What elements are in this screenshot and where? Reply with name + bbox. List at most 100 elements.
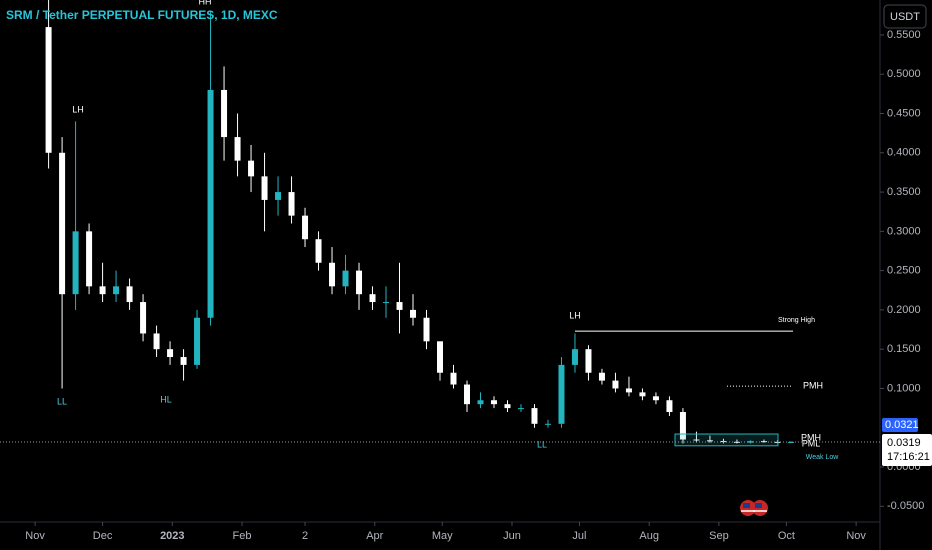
y-tick-label: -0.0500 (887, 500, 924, 512)
level-label: Strong High (778, 317, 815, 324)
candle-body (234, 137, 241, 161)
candle-body (504, 404, 511, 409)
candle-body (167, 349, 174, 358)
candle-body (126, 286, 133, 303)
candle-body (787, 441, 794, 443)
candle-body (329, 262, 336, 287)
last-price-label: 0.0319 (887, 437, 921, 449)
x-tick-label: May (432, 530, 453, 542)
x-tick-label: Nov (25, 530, 45, 542)
x-tick-label: Nov (846, 530, 866, 542)
x-tick-label: Oct (778, 530, 795, 542)
annotation: LH (72, 104, 84, 114)
annotation: Weak Low (806, 454, 839, 461)
last-price-box (882, 434, 932, 466)
y-tick-label: 0.2000 (887, 304, 921, 316)
candle-body (383, 302, 390, 304)
candle-body (693, 439, 700, 441)
candle-body (396, 302, 403, 310)
candle-body (369, 294, 376, 303)
y-tick-label: 0.5000 (887, 68, 921, 80)
marker-price-label: 0.0321 (885, 419, 919, 431)
candle-body (679, 412, 686, 440)
y-tick-label: 0.1500 (887, 343, 921, 355)
candle-body (652, 396, 659, 401)
y-tick-label: 0.5500 (887, 29, 921, 41)
y-tick-label: 0.3500 (887, 186, 921, 198)
candle-body (760, 441, 767, 443)
candle-body (733, 441, 740, 443)
candle-body (288, 192, 295, 216)
zone-box (674, 433, 779, 447)
annotation: HL (160, 394, 172, 404)
candle-body (423, 317, 430, 342)
candle-body (59, 152, 66, 295)
candle-body (315, 239, 322, 263)
flag-icons (740, 500, 768, 516)
candle-body (342, 270, 349, 287)
annotation: LL (537, 439, 547, 449)
annotation: PML (802, 438, 821, 448)
y-tick-label: 0.4000 (887, 147, 921, 159)
candle-body (612, 380, 619, 389)
candle-body (207, 89, 214, 318)
candle-body (666, 400, 673, 413)
candle-body (140, 302, 147, 334)
candle-body (302, 215, 309, 240)
candle-body (86, 231, 93, 287)
countdown-label: 17:16:21 (887, 451, 930, 463)
candle-body (221, 89, 228, 138)
chart-title: SRM / Tether PERPETUAL FUTURES, 1D, MEXC (6, 8, 278, 22)
candle-body (261, 176, 268, 200)
candle-body (463, 384, 470, 405)
candle-body (410, 309, 417, 318)
candle-body (248, 160, 255, 177)
y-tick-label: 0.4500 (887, 107, 921, 119)
annotation: LL (57, 396, 67, 406)
candle-body (194, 317, 201, 365)
currency-label: USDT (890, 11, 920, 23)
x-tick-label: Dec (93, 530, 113, 542)
candle-body (153, 333, 160, 350)
candle-body (275, 192, 282, 200)
candle-body (585, 349, 592, 373)
x-tick-label: 2023 (160, 530, 184, 542)
candle-body (450, 372, 457, 385)
candle-body (571, 349, 578, 365)
y-tick-label: 0.3000 (887, 225, 921, 237)
y-tick-label: 0.1000 (887, 382, 921, 394)
x-tick-label: Jun (503, 530, 521, 542)
candle-body (558, 364, 565, 424)
candle-body (531, 408, 538, 424)
annotation: HH (199, 0, 212, 6)
candle-body (180, 357, 187, 365)
x-tick-label: 2 (302, 530, 308, 542)
candle-body (625, 388, 632, 393)
candle-body (99, 286, 106, 295)
candle-body (356, 270, 363, 295)
candle-body (706, 440, 713, 442)
candle-body (477, 400, 484, 405)
candle-body (544, 423, 551, 425)
candle-body (72, 231, 79, 295)
x-tick-label: Jul (572, 530, 586, 542)
candle-body (517, 408, 524, 410)
candle-body (45, 27, 52, 153)
annotation: LH (569, 310, 581, 320)
currency-button[interactable] (883, 4, 927, 29)
candle-body (113, 286, 120, 295)
candle-body (490, 400, 497, 405)
annotation: PMH (801, 432, 821, 442)
x-tick-label: Aug (639, 530, 659, 542)
candle-body (437, 341, 443, 373)
candle-body (598, 372, 605, 381)
candle-body (639, 392, 646, 397)
plot-area (45, 0, 794, 447)
x-tick-label: Feb (233, 530, 252, 542)
level-label: PMH (803, 380, 823, 390)
y-tick-label: 0.2500 (887, 265, 921, 277)
x-tick-label: Sep (709, 530, 729, 542)
marker-price-box (882, 418, 918, 432)
